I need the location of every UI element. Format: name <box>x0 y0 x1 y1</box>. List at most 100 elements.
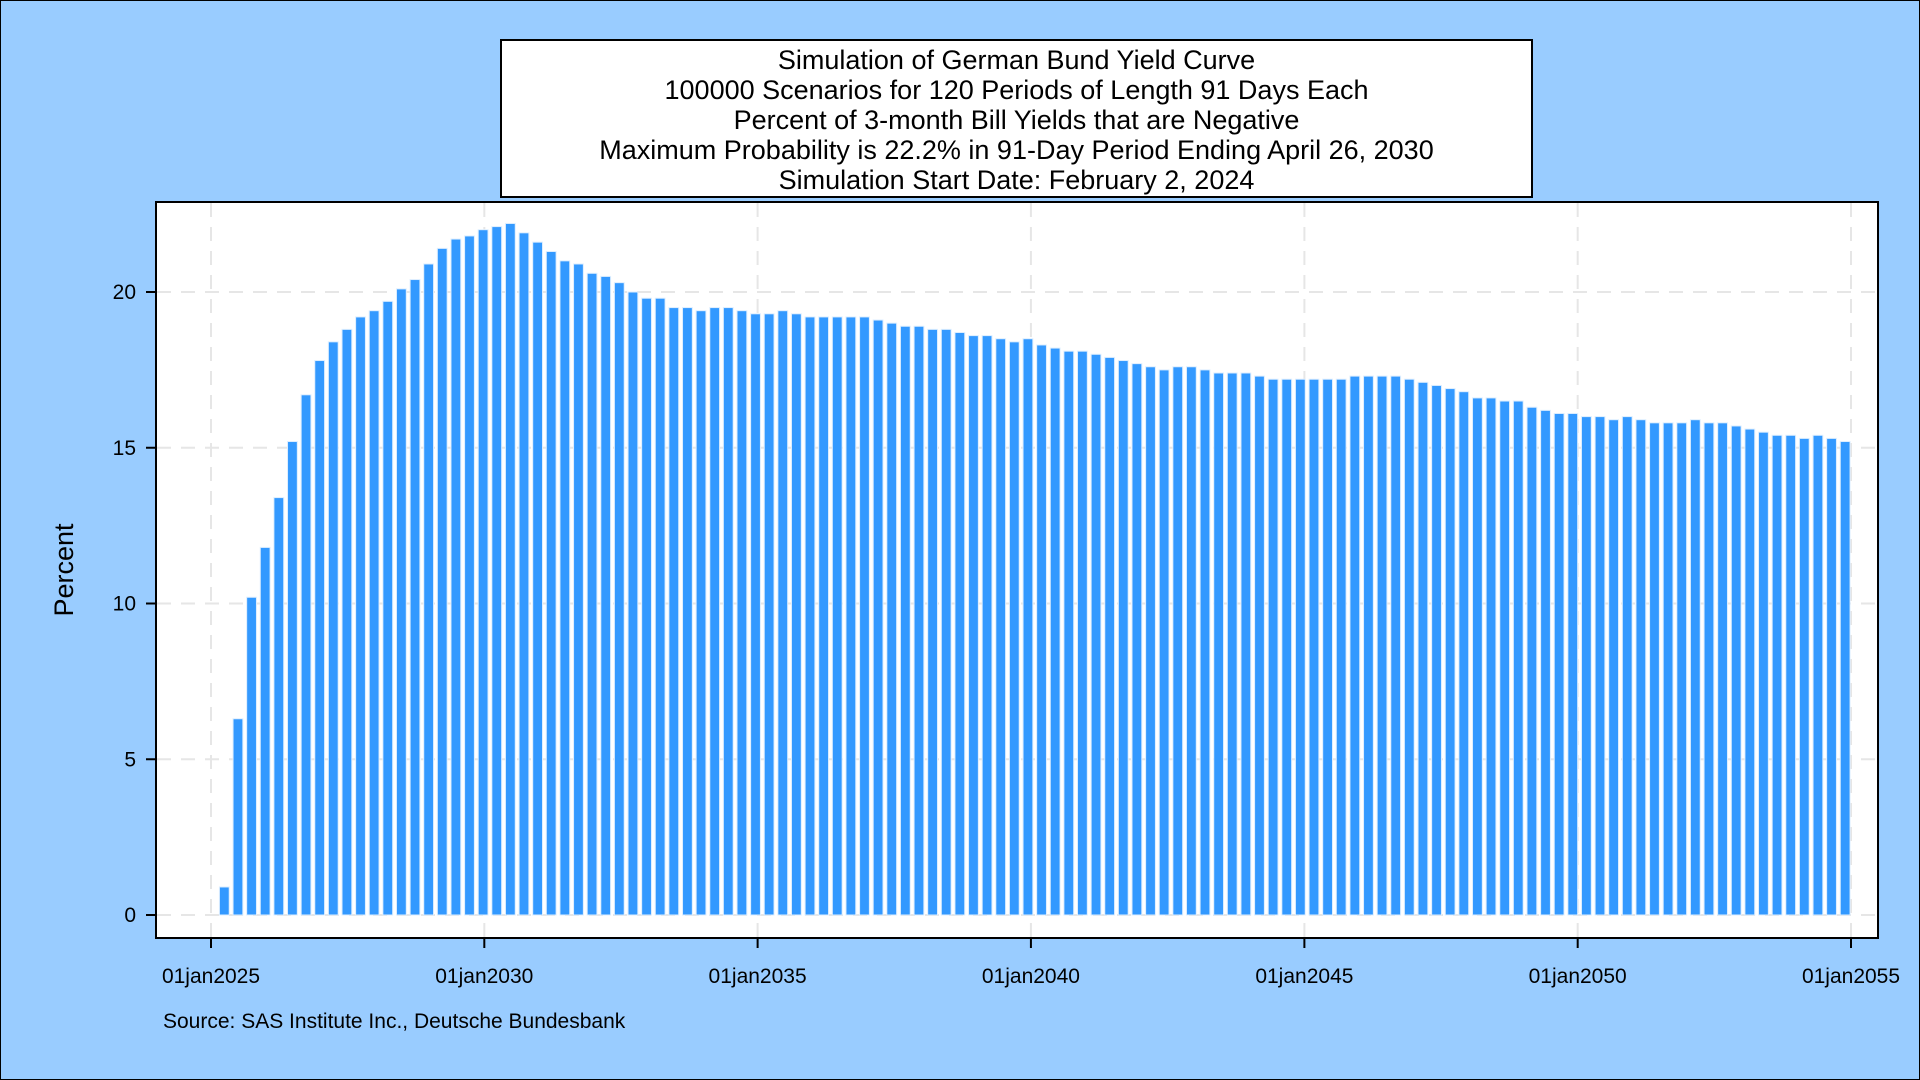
bar <box>341 328 353 916</box>
bar <box>1117 360 1129 916</box>
bar <box>423 263 435 916</box>
axes: 0 5 10 15 20 01jan2025 01jan2030 01jan2035 01jan… <box>113 281 1900 988</box>
x-tick-label: 01jan2025 <box>162 965 260 988</box>
bar <box>872 319 884 916</box>
y-tick-label: 10 <box>113 593 136 616</box>
bar <box>968 335 979 916</box>
bar <box>763 313 775 916</box>
bar <box>1744 428 1756 916</box>
x-tick-label: 01jan2035 <box>709 965 807 988</box>
bar <box>1008 341 1020 916</box>
bar <box>327 341 339 916</box>
bar <box>1036 344 1047 916</box>
bar <box>1431 384 1442 916</box>
bar <box>1104 356 1116 916</box>
bar <box>545 251 557 916</box>
bar <box>1322 378 1333 916</box>
x-tick-label: 01jan2045 <box>1255 965 1353 988</box>
bar <box>1785 434 1797 916</box>
bar <box>1649 422 1660 916</box>
bar <box>382 300 394 916</box>
bar <box>491 226 503 916</box>
bar <box>232 718 244 916</box>
x-tick-label: 01jan2055 <box>1802 965 1900 988</box>
bar <box>695 310 707 916</box>
bar <box>1090 353 1102 916</box>
chart-title-line-3: Percent of 3-month Bill Yields that are … <box>733 105 1300 135</box>
bar <box>1608 419 1620 916</box>
bar <box>1417 381 1429 916</box>
bar <box>477 229 489 916</box>
bar <box>1376 375 1388 916</box>
bar <box>654 297 666 916</box>
source-note: Source: SAS Institute Inc., Deutsche Bun… <box>163 1010 626 1033</box>
bar <box>886 322 898 916</box>
bar <box>1022 338 1034 916</box>
bar <box>314 360 326 916</box>
bar <box>1063 350 1075 916</box>
bar <box>1145 366 1156 916</box>
bar <box>1526 406 1538 916</box>
bar <box>750 313 761 916</box>
x-tick-label: 01jan2030 <box>435 965 533 988</box>
y-tick-label: 0 <box>124 904 136 927</box>
bar <box>1635 419 1647 916</box>
bar <box>1580 416 1592 916</box>
bar <box>1567 412 1579 916</box>
bar <box>722 307 734 916</box>
bar <box>436 247 448 916</box>
x-tick-label: 01jan2050 <box>1529 965 1627 988</box>
bar <box>981 335 993 916</box>
bar <box>613 282 625 916</box>
bar <box>804 316 816 916</box>
bar <box>518 232 530 916</box>
bar <box>273 497 285 916</box>
bar <box>600 275 612 916</box>
bar <box>1213 372 1225 916</box>
bar <box>1226 372 1238 916</box>
bar <box>1812 434 1824 916</box>
chart-title-line-5: Simulation Start Date: February 2, 2024 <box>778 165 1255 195</box>
y-axis-label: Percent <box>49 523 79 617</box>
bar <box>586 272 598 916</box>
bar <box>1472 397 1483 916</box>
bar <box>532 241 544 916</box>
bar <box>355 316 366 916</box>
x-tick-label: 01jan2040 <box>982 965 1080 988</box>
bar <box>1308 378 1320 916</box>
bar <box>1403 378 1415 916</box>
bar <box>777 310 789 916</box>
bar <box>818 316 830 916</box>
bar <box>709 307 721 916</box>
bar <box>1458 391 1470 916</box>
bar <box>218 886 230 916</box>
bar <box>845 316 857 916</box>
bar <box>831 316 843 916</box>
bar <box>1049 347 1061 916</box>
bar <box>995 338 1007 916</box>
bar <box>927 328 938 916</box>
chart-title-box: Simulation of German Bund Yield Curve 10… <box>500 39 1533 198</box>
bar <box>736 310 748 916</box>
bar <box>1499 400 1511 916</box>
bar <box>1553 412 1565 916</box>
bar <box>1349 375 1361 916</box>
bar <box>504 222 516 916</box>
bar <box>1172 366 1184 916</box>
bar <box>259 546 271 916</box>
bar <box>1158 369 1170 916</box>
bar <box>300 394 312 916</box>
bar <box>1826 437 1837 916</box>
bar <box>1662 422 1674 916</box>
bar <box>1254 375 1265 916</box>
bar <box>1363 375 1374 916</box>
bar <box>1512 400 1524 916</box>
bar <box>1185 366 1197 916</box>
bar <box>287 441 298 916</box>
bar <box>246 596 257 916</box>
bar <box>913 325 925 916</box>
bar <box>1594 416 1606 916</box>
bar <box>1717 422 1728 916</box>
bar <box>1199 369 1211 916</box>
bar <box>464 235 475 916</box>
